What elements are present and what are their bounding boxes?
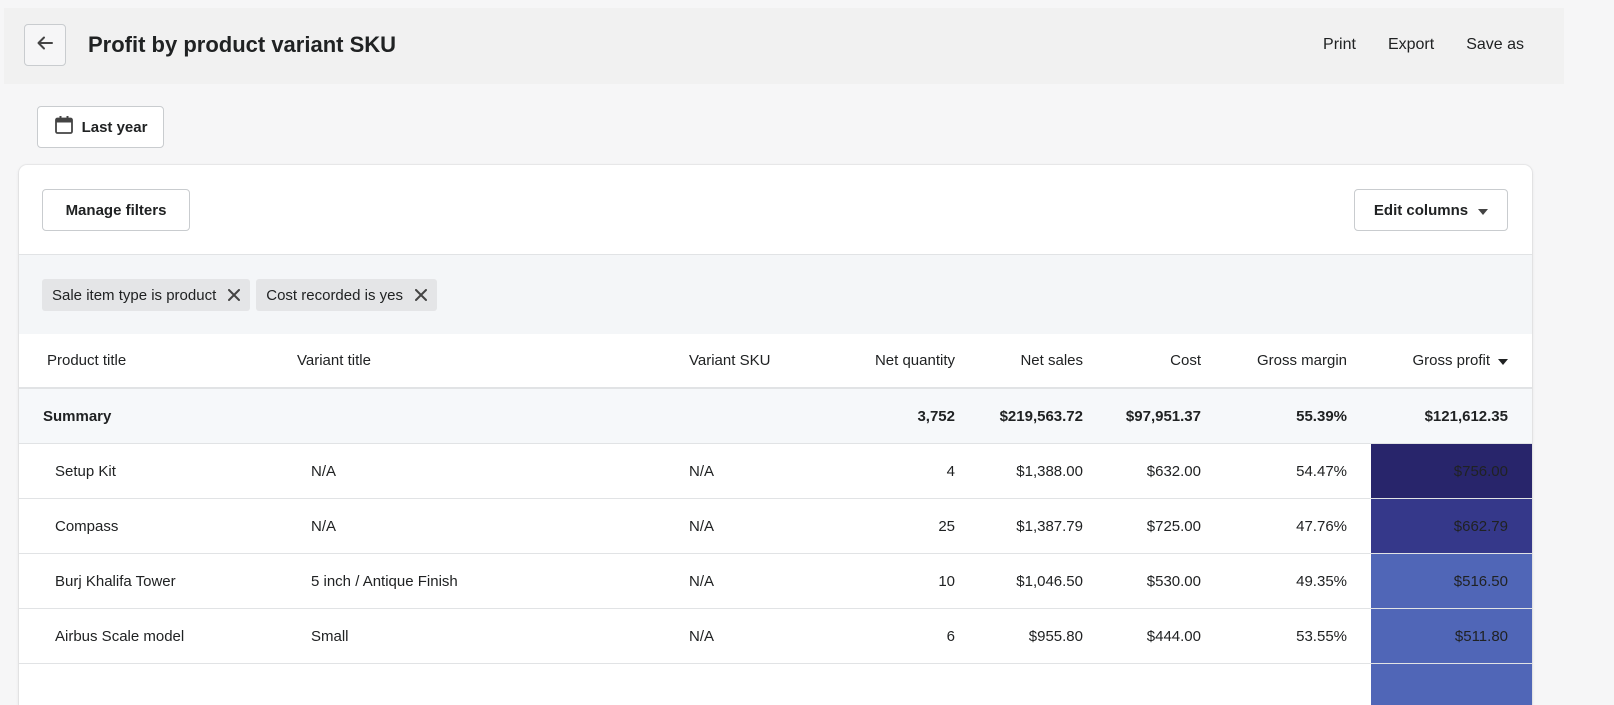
- filter-chip-cost-recorded: Cost recorded is yes: [256, 279, 437, 311]
- net-sales-cell: [979, 664, 1107, 705]
- filter-chip-sale-item-type: Sale item type is product: [42, 279, 250, 311]
- summary-variant-cell: [277, 388, 669, 444]
- column-header-cost[interactable]: Cost: [1107, 334, 1225, 388]
- manage-filters-button[interactable]: Manage filters: [42, 189, 190, 231]
- print-button[interactable]: Print: [1323, 36, 1356, 54]
- product-title-cell: Airbus Scale model: [19, 609, 277, 664]
- back-button[interactable]: [24, 24, 66, 66]
- column-header-net-sales[interactable]: Net sales: [979, 334, 1107, 388]
- gross-profit-cell: $662.79: [1371, 499, 1532, 554]
- net-sales-cell: $1,388.00: [979, 444, 1107, 499]
- variant-title-cell: N/A: [277, 444, 669, 499]
- product-title-cell: Compass: [19, 499, 277, 554]
- gross-margin-cell: 53.55%: [1225, 609, 1371, 664]
- net-sales-cell: $1,387.79: [979, 499, 1107, 554]
- variant-title-cell: Small: [277, 609, 669, 664]
- gross-profit-cell: [1371, 664, 1532, 705]
- date-range-button[interactable]: Last year: [37, 106, 164, 148]
- table-row-partial[interactable]: [19, 664, 1532, 705]
- cost-cell: $444.00: [1107, 609, 1225, 664]
- column-header-label: Gross profit: [1412, 352, 1490, 369]
- column-header-variant-sku[interactable]: Variant SKU: [669, 334, 829, 388]
- summary-gross-profit: $121,612.35: [1371, 388, 1532, 444]
- column-header-product-title[interactable]: Product title: [19, 334, 277, 388]
- variant-sku-cell: N/A: [669, 609, 829, 664]
- filter-chip-label: Cost recorded is yes: [266, 287, 403, 304]
- variant-title-cell: [277, 664, 669, 705]
- variant-title-cell: 5 inch / Antique Finish: [277, 554, 669, 609]
- net-sales-cell: $955.80: [979, 609, 1107, 664]
- close-icon[interactable]: [415, 289, 427, 301]
- calendar-icon: [54, 115, 74, 139]
- sort-descending-icon: [1498, 352, 1508, 369]
- gross-profit-cell: $511.80: [1371, 609, 1532, 664]
- filter-chip-label: Sale item type is product: [52, 287, 216, 304]
- summary-gross-margin: 55.39%: [1225, 388, 1371, 444]
- date-range-label: Last year: [82, 119, 148, 136]
- close-icon[interactable]: [228, 289, 240, 301]
- summary-net-quantity: 3,752: [829, 388, 979, 444]
- summary-sku-cell: [669, 388, 829, 444]
- edit-columns-label: Edit columns: [1374, 202, 1468, 219]
- table-row[interactable]: Compass N/A N/A 25 $1,387.79 $725.00 47.…: [19, 499, 1532, 554]
- column-header-gross-profit[interactable]: Gross profit: [1371, 334, 1532, 388]
- cost-cell: $725.00: [1107, 499, 1225, 554]
- table-row[interactable]: Airbus Scale model Small N/A 6 $955.80 $…: [19, 609, 1532, 664]
- table-row[interactable]: Setup Kit N/A N/A 4 $1,388.00 $632.00 54…: [19, 444, 1532, 499]
- summary-row: Summary 3,752 $219,563.72 $97,951.37 55.…: [19, 388, 1532, 444]
- gross-profit-cell: $756.00: [1371, 444, 1532, 499]
- net-quantity-cell: 4: [829, 444, 979, 499]
- net-quantity-cell: 25: [829, 499, 979, 554]
- cost-cell: $632.00: [1107, 444, 1225, 499]
- report-table: Product title Variant title Variant SKU …: [19, 334, 1532, 705]
- page-title: Profit by product variant SKU: [88, 32, 396, 58]
- product-title-cell: Burj Khalifa Tower: [19, 554, 277, 609]
- net-quantity-cell: 6: [829, 609, 979, 664]
- header-actions: Print Export Save as: [1323, 36, 1524, 54]
- save-as-button[interactable]: Save as: [1466, 36, 1524, 54]
- edit-columns-button[interactable]: Edit columns: [1354, 189, 1508, 231]
- product-title-cell: Setup Kit: [19, 444, 277, 499]
- gross-margin-cell: [1225, 664, 1371, 705]
- variant-sku-cell: N/A: [669, 444, 829, 499]
- gross-margin-cell: 49.35%: [1225, 554, 1371, 609]
- cost-cell: $530.00: [1107, 554, 1225, 609]
- column-header-gross-margin[interactable]: Gross margin: [1225, 334, 1371, 388]
- arrow-left-icon: [35, 33, 55, 58]
- cost-cell: [1107, 664, 1225, 705]
- summary-net-sales: $219,563.72: [979, 388, 1107, 444]
- net-quantity-cell: [829, 664, 979, 705]
- export-button[interactable]: Export: [1388, 36, 1434, 54]
- variant-sku-cell: N/A: [669, 554, 829, 609]
- gross-margin-cell: 54.47%: [1225, 444, 1371, 499]
- table-header-row: Product title Variant title Variant SKU …: [19, 334, 1532, 388]
- column-header-variant-title[interactable]: Variant title: [277, 334, 669, 388]
- variant-sku-cell: N/A: [669, 499, 829, 554]
- column-header-net-quantity[interactable]: Net quantity: [829, 334, 979, 388]
- applied-filters-bar: Sale item type is product Cost recorded …: [19, 254, 1532, 335]
- table-row[interactable]: Burj Khalifa Tower 5 inch / Antique Fini…: [19, 554, 1532, 609]
- summary-label: Summary: [19, 388, 277, 444]
- variant-sku-cell: [669, 664, 829, 705]
- product-title-cell: [19, 664, 277, 705]
- summary-cost: $97,951.37: [1107, 388, 1225, 444]
- net-quantity-cell: 10: [829, 554, 979, 609]
- net-sales-cell: $1,046.50: [979, 554, 1107, 609]
- report-card: Manage filters Edit columns Sale item ty…: [19, 165, 1532, 705]
- gross-margin-cell: 47.76%: [1225, 499, 1371, 554]
- page-header: Profit by product variant SKU Print Expo…: [4, 8, 1564, 84]
- gross-profit-cell: $516.50: [1371, 554, 1532, 609]
- caret-down-icon: [1478, 202, 1488, 219]
- variant-title-cell: N/A: [277, 499, 669, 554]
